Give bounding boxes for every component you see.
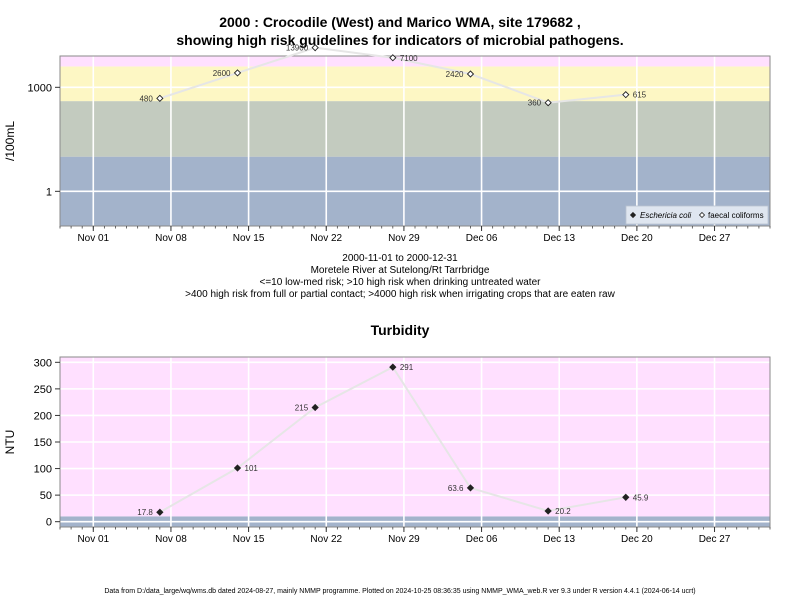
chart2-x-tick-label: Nov 29 bbox=[388, 534, 420, 545]
chart1-x-tick-label: Nov 29 bbox=[388, 233, 420, 244]
chart2-x-tick-label: Nov 08 bbox=[155, 534, 187, 545]
chart1-data-label: 360 bbox=[528, 99, 542, 108]
microbial-caption: 2000-11-01 to 2000-12-31 Moretele River … bbox=[0, 253, 800, 301]
caption-drinking-guideline: <=10 low-med risk; >10 high risk when dr… bbox=[259, 277, 541, 288]
chart2-y-tick-label: 200 bbox=[34, 410, 52, 422]
chart2-data-label: 63.6 bbox=[448, 484, 464, 493]
chart1-legend-marker-faecal bbox=[698, 211, 706, 219]
chart1-y-axis-label: /100mL bbox=[3, 121, 17, 161]
chart1-data-label: 7100 bbox=[400, 54, 418, 63]
chart2-x-tick-label: Dec 27 bbox=[699, 534, 731, 545]
chart2-data-label: 101 bbox=[245, 464, 259, 473]
microbial-title-line2: showing high risk guidelines for indicat… bbox=[176, 32, 624, 48]
chart2-x-tick-label: Dec 06 bbox=[466, 534, 498, 545]
chart2-y-tick-label: 300 bbox=[34, 357, 52, 369]
chart2-data-label: 291 bbox=[400, 363, 414, 372]
chart1-x-tick-label: Nov 15 bbox=[233, 233, 265, 244]
chart1-data-label: 2600 bbox=[213, 69, 231, 78]
chart1-x-tick-label: Dec 06 bbox=[466, 233, 498, 244]
chart1-legend-marker-ecoli bbox=[629, 211, 637, 219]
chart2-x-tick-label: Dec 20 bbox=[621, 534, 653, 545]
chart1-data-point bbox=[389, 54, 397, 62]
chart2-data-point bbox=[466, 484, 475, 492]
caption-contact-guideline: >400 high risk from full or partial cont… bbox=[185, 289, 615, 300]
chart2-data-point bbox=[156, 508, 164, 516]
chart1-band-grey bbox=[60, 101, 770, 157]
chart2-y-axis-label: NTU bbox=[3, 430, 17, 455]
chart1-x-tick-label: Dec 20 bbox=[621, 233, 653, 244]
chart1-data-label: 480 bbox=[139, 94, 153, 103]
chart1-data-label: 2420 bbox=[446, 70, 464, 79]
chart2-x-tick-label: Nov 01 bbox=[77, 534, 109, 545]
chart1-x-tick-label: Dec 13 bbox=[543, 233, 575, 244]
chart2-data-point bbox=[233, 464, 242, 472]
chart1-data-point bbox=[622, 90, 630, 99]
chart1-x-tick-label: Nov 08 bbox=[155, 233, 187, 244]
chart2-y-tick-label: 50 bbox=[40, 490, 52, 502]
microbial-title-line1: 2000 : Crocodile (West) and Marico WMA, … bbox=[219, 14, 581, 30]
chart2-y-tick-label: 0 bbox=[46, 517, 52, 529]
chart2-x-tick-label: Nov 15 bbox=[233, 534, 265, 545]
chart1-x-tick-label: Dec 27 bbox=[699, 233, 731, 244]
chart2-y-tick-label: 100 bbox=[34, 464, 52, 476]
chart1-legend-label-ecoli: Eschericia coli bbox=[640, 211, 691, 220]
chart1-band-yellow bbox=[60, 66, 770, 102]
chart1-data-label: 13900 bbox=[286, 44, 309, 53]
turbidity-title: Turbidity bbox=[370, 322, 430, 338]
chart2-y-tick-label: 150 bbox=[34, 437, 52, 449]
chart1-data-point bbox=[156, 94, 164, 103]
chart2-y-tick-label: 250 bbox=[34, 384, 52, 396]
footer-note: Data from D:/data_large/wq/wms.db dated … bbox=[104, 588, 696, 595]
chart1-x-tick-label: Nov 01 bbox=[77, 233, 109, 244]
caption-date-range: 2000-11-01 to 2000-12-31 bbox=[342, 253, 458, 264]
chart1-data-point bbox=[544, 99, 552, 107]
chart2-data-point bbox=[311, 403, 319, 412]
chart1-data-point bbox=[233, 69, 242, 77]
chart2-data-label: 45.9 bbox=[633, 493, 649, 502]
chart1-y-tick-label: 1 bbox=[46, 186, 52, 198]
chart2-band-pink bbox=[60, 357, 770, 517]
chart2-data-label: 215 bbox=[295, 403, 309, 412]
chart1-y-tick-label: 1000 bbox=[28, 82, 52, 94]
chart2-data-point bbox=[622, 493, 630, 501]
chart2-data-point bbox=[544, 507, 552, 515]
chart1-legend-box bbox=[625, 205, 769, 225]
caption-site: Moretele River at Sutelong/Rt Tarrbridge bbox=[310, 265, 490, 276]
chart2-data-point bbox=[389, 363, 397, 371]
chart2-x-tick-label: Dec 13 bbox=[543, 534, 575, 545]
chart2-x-tick-label: Nov 22 bbox=[310, 534, 342, 545]
chart2-data-label: 17.8 bbox=[137, 508, 153, 517]
chart2-data-label: 20.2 bbox=[555, 507, 571, 516]
chart1-data-label: 615 bbox=[633, 91, 647, 100]
chart1-data-point bbox=[311, 44, 319, 52]
chart1-legend-label-faecal: faecal coliforms bbox=[708, 211, 764, 220]
chart1-band-pink bbox=[60, 56, 770, 67]
chart1-x-tick-label: Nov 22 bbox=[310, 233, 342, 244]
chart1-data-point bbox=[466, 70, 475, 78]
